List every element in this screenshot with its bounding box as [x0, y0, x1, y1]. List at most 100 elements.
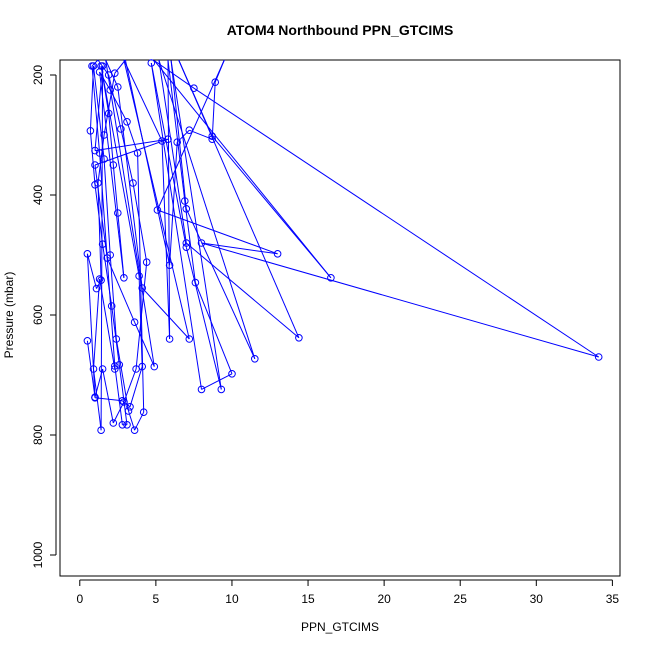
- plot-frame: [59, 59, 621, 577]
- series-line-segment: [138, 275, 143, 367]
- data-point: [91, 394, 99, 402]
- x-tick-label: 15: [301, 592, 315, 606]
- data-point: [185, 126, 194, 134]
- series-line-segment: [86, 253, 96, 398]
- data-point: [114, 83, 122, 91]
- series-line-segment: [132, 182, 148, 263]
- data-point: [89, 365, 98, 373]
- series-line-segment: [94, 65, 104, 151]
- data-point: [327, 274, 335, 282]
- series-line-segment: [109, 254, 117, 340]
- y-tick-label: 1000: [31, 541, 45, 568]
- series-line-segment: [97, 182, 102, 281]
- data-point: [117, 125, 125, 133]
- data-point: [228, 370, 236, 378]
- data-point: [109, 161, 118, 169]
- data-point: [120, 274, 128, 282]
- data-point: [182, 205, 191, 213]
- series-line-segment: [150, 62, 202, 390]
- series-line-segment: [86, 340, 96, 398]
- series-line-segment: [178, 59, 300, 338]
- data-point: [86, 127, 95, 135]
- series-line-segment: [123, 59, 190, 340]
- series-line-segment: [153, 60, 332, 279]
- series-line-segment: [115, 338, 129, 412]
- data-point: [165, 261, 174, 270]
- series-line-segment: [93, 278, 101, 370]
- series-line-segment: [201, 242, 599, 358]
- data-point: [114, 209, 122, 217]
- data-point: [111, 365, 119, 373]
- data-point: [100, 131, 108, 139]
- series-line-segment: [103, 73, 116, 136]
- data-point: [150, 362, 159, 371]
- y-tick-label: 200: [31, 65, 45, 85]
- data-point: [118, 421, 127, 429]
- data-point: [217, 385, 226, 394]
- data-point: [111, 69, 119, 77]
- y-tick-label: 400: [31, 185, 45, 205]
- data-point: [165, 335, 174, 343]
- series-line-segment: [106, 257, 136, 323]
- data-point: [95, 149, 104, 157]
- data-point: [208, 132, 216, 140]
- data-point: [111, 362, 119, 370]
- data-point: [123, 118, 131, 126]
- data-point: [118, 397, 127, 405]
- x-tick-label: 5: [153, 592, 160, 606]
- series-line-segment: [102, 244, 113, 307]
- series-line-segment: [94, 397, 123, 402]
- data-point: [197, 385, 206, 394]
- data-point: [98, 240, 107, 248]
- data-point: [147, 59, 156, 67]
- series-line-segment: [193, 87, 599, 358]
- series-line-segment: [167, 59, 171, 340]
- x-tick-label: 10: [225, 592, 239, 606]
- series-line-segment: [158, 59, 256, 359]
- x-tick-label: 30: [530, 592, 544, 606]
- data-point: [594, 353, 603, 361]
- data-point: [95, 275, 104, 283]
- data-point: [197, 239, 206, 247]
- data-point: [123, 421, 131, 429]
- data-point: [104, 109, 113, 118]
- data-point: [273, 250, 282, 258]
- data-point: [191, 278, 200, 287]
- data-point: [98, 365, 107, 373]
- data-point: [103, 254, 111, 262]
- series-line-segment: [201, 242, 278, 255]
- data-point: [97, 276, 105, 285]
- data-point: [120, 398, 128, 406]
- data-point: [181, 197, 189, 205]
- data-point: [100, 155, 108, 163]
- series-line-segment: [89, 65, 94, 131]
- data-point: [83, 337, 92, 345]
- series-line-segment: [170, 60, 222, 390]
- series-layer: [83, 59, 603, 435]
- series-line-segment: [89, 130, 96, 185]
- data-point: [115, 361, 124, 369]
- series-line-segment: [102, 368, 114, 424]
- series-line-segment: [103, 158, 111, 256]
- data-point: [138, 284, 146, 292]
- data-point: [124, 407, 133, 415]
- series-line-segment: [86, 253, 97, 289]
- series-line-segment: [129, 366, 143, 407]
- data-point: [112, 335, 121, 343]
- series-line-segment: [109, 89, 128, 123]
- series-line-segment: [157, 209, 278, 255]
- series-line-segment: [167, 59, 186, 202]
- data-point: [109, 419, 118, 427]
- data-point: [129, 179, 137, 187]
- data-point: [138, 362, 146, 371]
- series-line-segment: [185, 242, 300, 339]
- y-tick-label: 600: [31, 305, 45, 325]
- data-point: [133, 149, 142, 157]
- series-line-segment: [106, 257, 116, 367]
- data-point: [164, 135, 172, 143]
- data-point: [130, 426, 139, 435]
- data-point: [182, 243, 191, 251]
- y-tick-label: 800: [31, 425, 45, 445]
- data-point: [208, 135, 216, 143]
- data-point: [97, 426, 105, 435]
